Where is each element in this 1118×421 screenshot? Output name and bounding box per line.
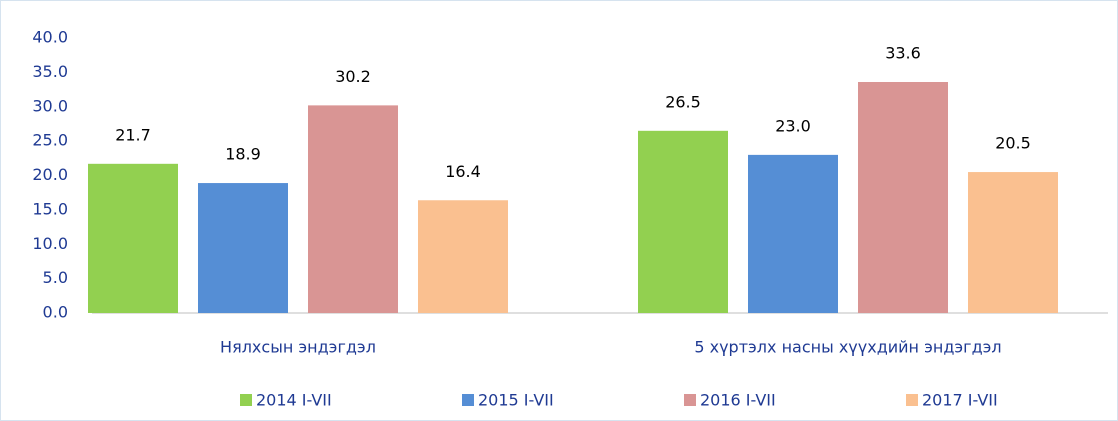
data-label: 33.6 <box>885 44 921 63</box>
legend-label: 2017 I-VII <box>922 391 998 410</box>
y-tick-label: 10.0 <box>32 234 68 253</box>
data-label: 16.4 <box>445 162 481 181</box>
y-tick-label: 30.0 <box>32 96 68 115</box>
data-label: 18.9 <box>225 145 261 164</box>
y-tick-label: 35.0 <box>32 62 68 81</box>
data-label: 20.5 <box>995 134 1031 153</box>
y-tick-label: 25.0 <box>32 131 68 150</box>
legend-swatch <box>684 394 696 406</box>
bar <box>858 82 948 313</box>
bar <box>418 200 508 313</box>
bar <box>308 105 398 313</box>
legend-swatch <box>906 394 918 406</box>
bar <box>968 172 1058 313</box>
x-tick-label: Нялхсын эндэгдэл <box>220 338 376 357</box>
data-label: 23.0 <box>775 116 811 135</box>
y-tick-label: 20.0 <box>32 165 68 184</box>
legend-label: 2016 I-VII <box>700 391 776 410</box>
bar <box>638 130 728 313</box>
y-tick-label: 15.0 <box>32 199 68 218</box>
y-tick-label: 0.0 <box>43 303 68 322</box>
legend-label: 2014 I-VII <box>256 391 332 410</box>
data-label: 21.7 <box>115 125 151 144</box>
legend-swatch <box>462 394 474 406</box>
bar <box>88 163 178 313</box>
data-label: 30.2 <box>335 67 371 86</box>
y-tick-label: 5.0 <box>43 268 68 287</box>
bar <box>198 183 288 313</box>
x-tick-label: 5 хүртэлх насны хүүхдийн эндэгдэл <box>694 338 1001 357</box>
bar <box>748 154 838 313</box>
legend-swatch <box>240 394 252 406</box>
y-tick-label: 40.0 <box>32 28 68 47</box>
data-label: 26.5 <box>665 92 701 111</box>
legend-label: 2015 I-VII <box>478 391 554 410</box>
